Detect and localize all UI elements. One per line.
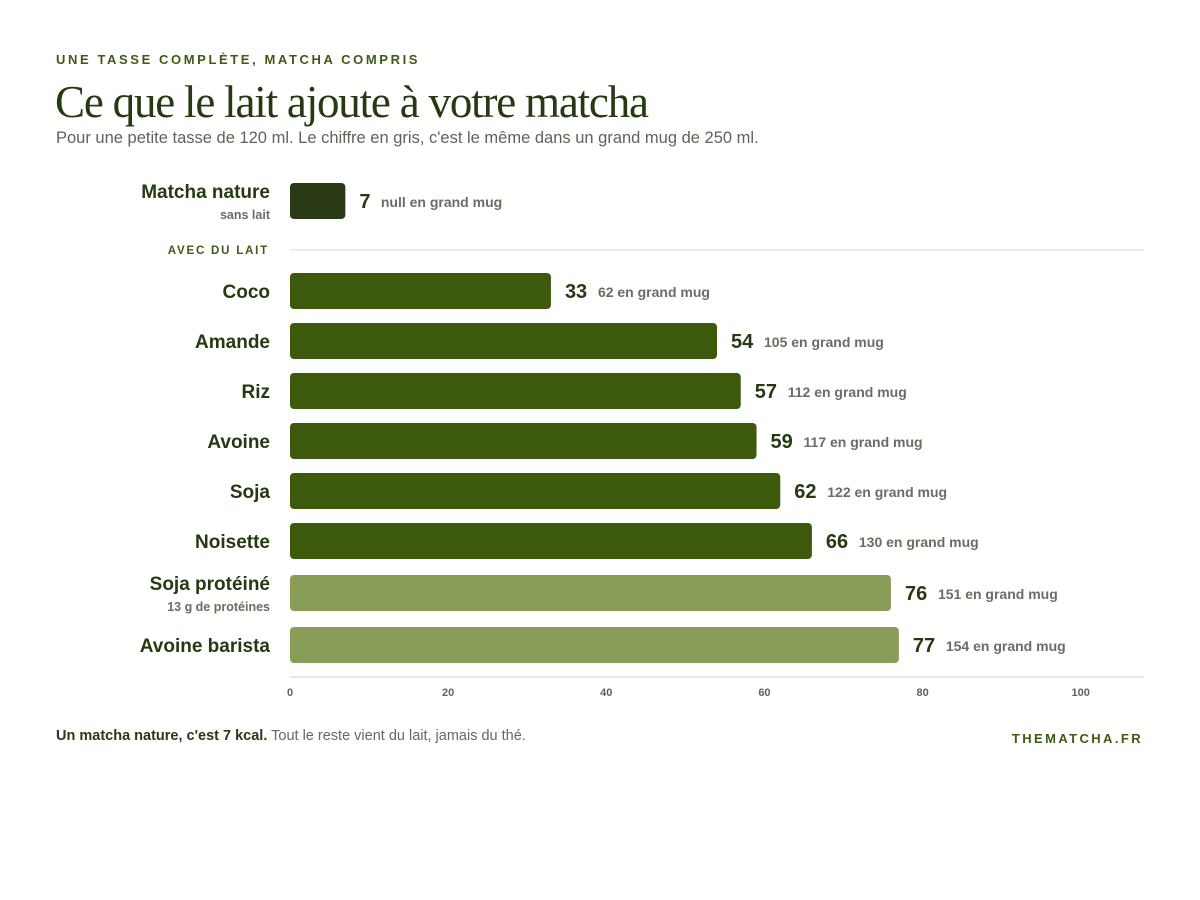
bar	[290, 627, 899, 663]
mug-label: 112 en grand mug	[788, 384, 907, 400]
data-label: 33	[565, 281, 587, 303]
x-tick-label: 20	[442, 687, 454, 699]
data-label: 54	[731, 331, 754, 353]
mug-label: 117 en grand mug	[804, 434, 923, 450]
brand-logo-text: THEMATCHA.FR	[1011, 731, 1143, 746]
mug-label: 62 en grand mug	[598, 284, 710, 300]
group-label: AVEC DU LAIT	[168, 245, 269, 257]
category-sublabel: 13 g de protéines	[167, 600, 270, 614]
x-tick-label: 100	[1072, 687, 1090, 699]
category-label: Riz	[242, 382, 271, 403]
mug-label: 122 en grand mug	[827, 484, 947, 500]
footer-note-rest: Tout le reste vient du lait, jamais du t…	[267, 728, 526, 744]
category-label: Coco	[223, 282, 271, 303]
data-label: 57	[755, 381, 777, 403]
category-label: Matcha nature	[141, 182, 270, 203]
footer-note: Un matcha nature, c'est 7 kcal. Tout le …	[56, 728, 526, 744]
data-label: 77	[913, 635, 935, 657]
data-label: 76	[905, 583, 927, 605]
data-label: 59	[771, 431, 793, 453]
category-label: Avoine	[207, 432, 270, 453]
chart-eyebrow: UNE TASSE COMPLÈTE, MATCHA COMPRIS	[56, 52, 421, 67]
data-label: 66	[826, 531, 848, 553]
mug-label: 154 en grand mug	[946, 638, 1066, 654]
category-label: Soja	[230, 482, 271, 503]
bar	[290, 575, 891, 611]
x-tick-label: 0	[287, 687, 293, 699]
data-label: 62	[794, 481, 816, 503]
mug-label: 151 en grand mug	[938, 586, 1058, 602]
data-label: 7	[359, 191, 370, 213]
chart-subtitle: Pour une petite tasse de 120 ml. Le chif…	[56, 129, 759, 147]
bar	[290, 273, 551, 309]
category-sublabel: sans lait	[220, 208, 271, 222]
chart-title: Ce que le lait ajoute à votre matcha	[55, 77, 649, 127]
mug-label: 105 en grand mug	[764, 334, 884, 350]
bar	[290, 523, 812, 559]
x-tick-label: 40	[600, 687, 612, 699]
bar	[290, 183, 346, 219]
bar	[290, 473, 781, 509]
footer-note-bold: Un matcha nature, c'est 7 kcal.	[56, 728, 268, 744]
category-label: Amande	[195, 332, 270, 353]
bar	[290, 373, 741, 409]
bar	[290, 423, 757, 459]
category-label: Avoine barista	[140, 636, 271, 657]
category-label: Noisette	[195, 532, 270, 553]
mug-label: null en grand mug	[381, 194, 502, 210]
x-tick-label: 60	[758, 687, 770, 699]
x-tick-label: 80	[916, 687, 928, 699]
bar-chart: Matcha nature sans lait 7 null en grand mug…	[140, 182, 1144, 699]
mug-label: 130 en grand mug	[859, 534, 979, 550]
category-label: Soja protéiné	[150, 574, 270, 595]
bar	[290, 323, 717, 359]
